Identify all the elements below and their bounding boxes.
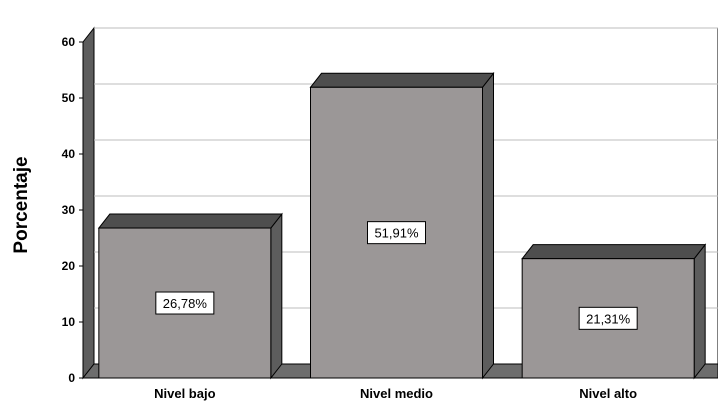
bars: 26,78% 51,91% 21,31% [97,71,707,380]
y-tick-label: 20 [62,259,76,273]
left-wall [82,26,95,380]
y-tick-label: 0 [68,371,75,385]
data-label-box [155,291,215,315]
data-label: 26,78% [163,296,208,311]
data-label: 51,91% [374,226,419,241]
x-axis-labels: Nivel bajo Nivel medio Nivel alto [154,386,637,401]
bar-side [693,243,706,380]
y-tick-label: 30 [62,203,76,217]
y-axis-label: Porcentaje [11,156,32,253]
y-axis-ticks: 0 10 20 30 40 50 60 [62,35,83,385]
bar-side [482,71,494,380]
data-label-box [578,306,638,330]
bar-top [521,244,707,260]
y-tick-label: 40 [62,147,76,161]
x-tick-label: Nivel medio [360,386,433,401]
data-label: 21,31% [586,311,631,326]
bar-nivel-bajo: 26,78% [97,212,283,380]
y-tick-label: 10 [62,315,76,329]
y-tick-label: 60 [62,35,76,49]
x-tick-label: Nivel bajo [154,386,215,401]
bar-nivel-alto: 21,31% [521,243,707,380]
x-tick-label: Nivel alto [579,386,637,401]
data-label-box [367,221,426,245]
bar-top [97,213,283,229]
y-tick-label: 50 [62,91,76,105]
bar-nivel-medio: 51,91% [309,71,495,380]
bar-side [270,212,283,380]
bar-top [309,72,495,88]
